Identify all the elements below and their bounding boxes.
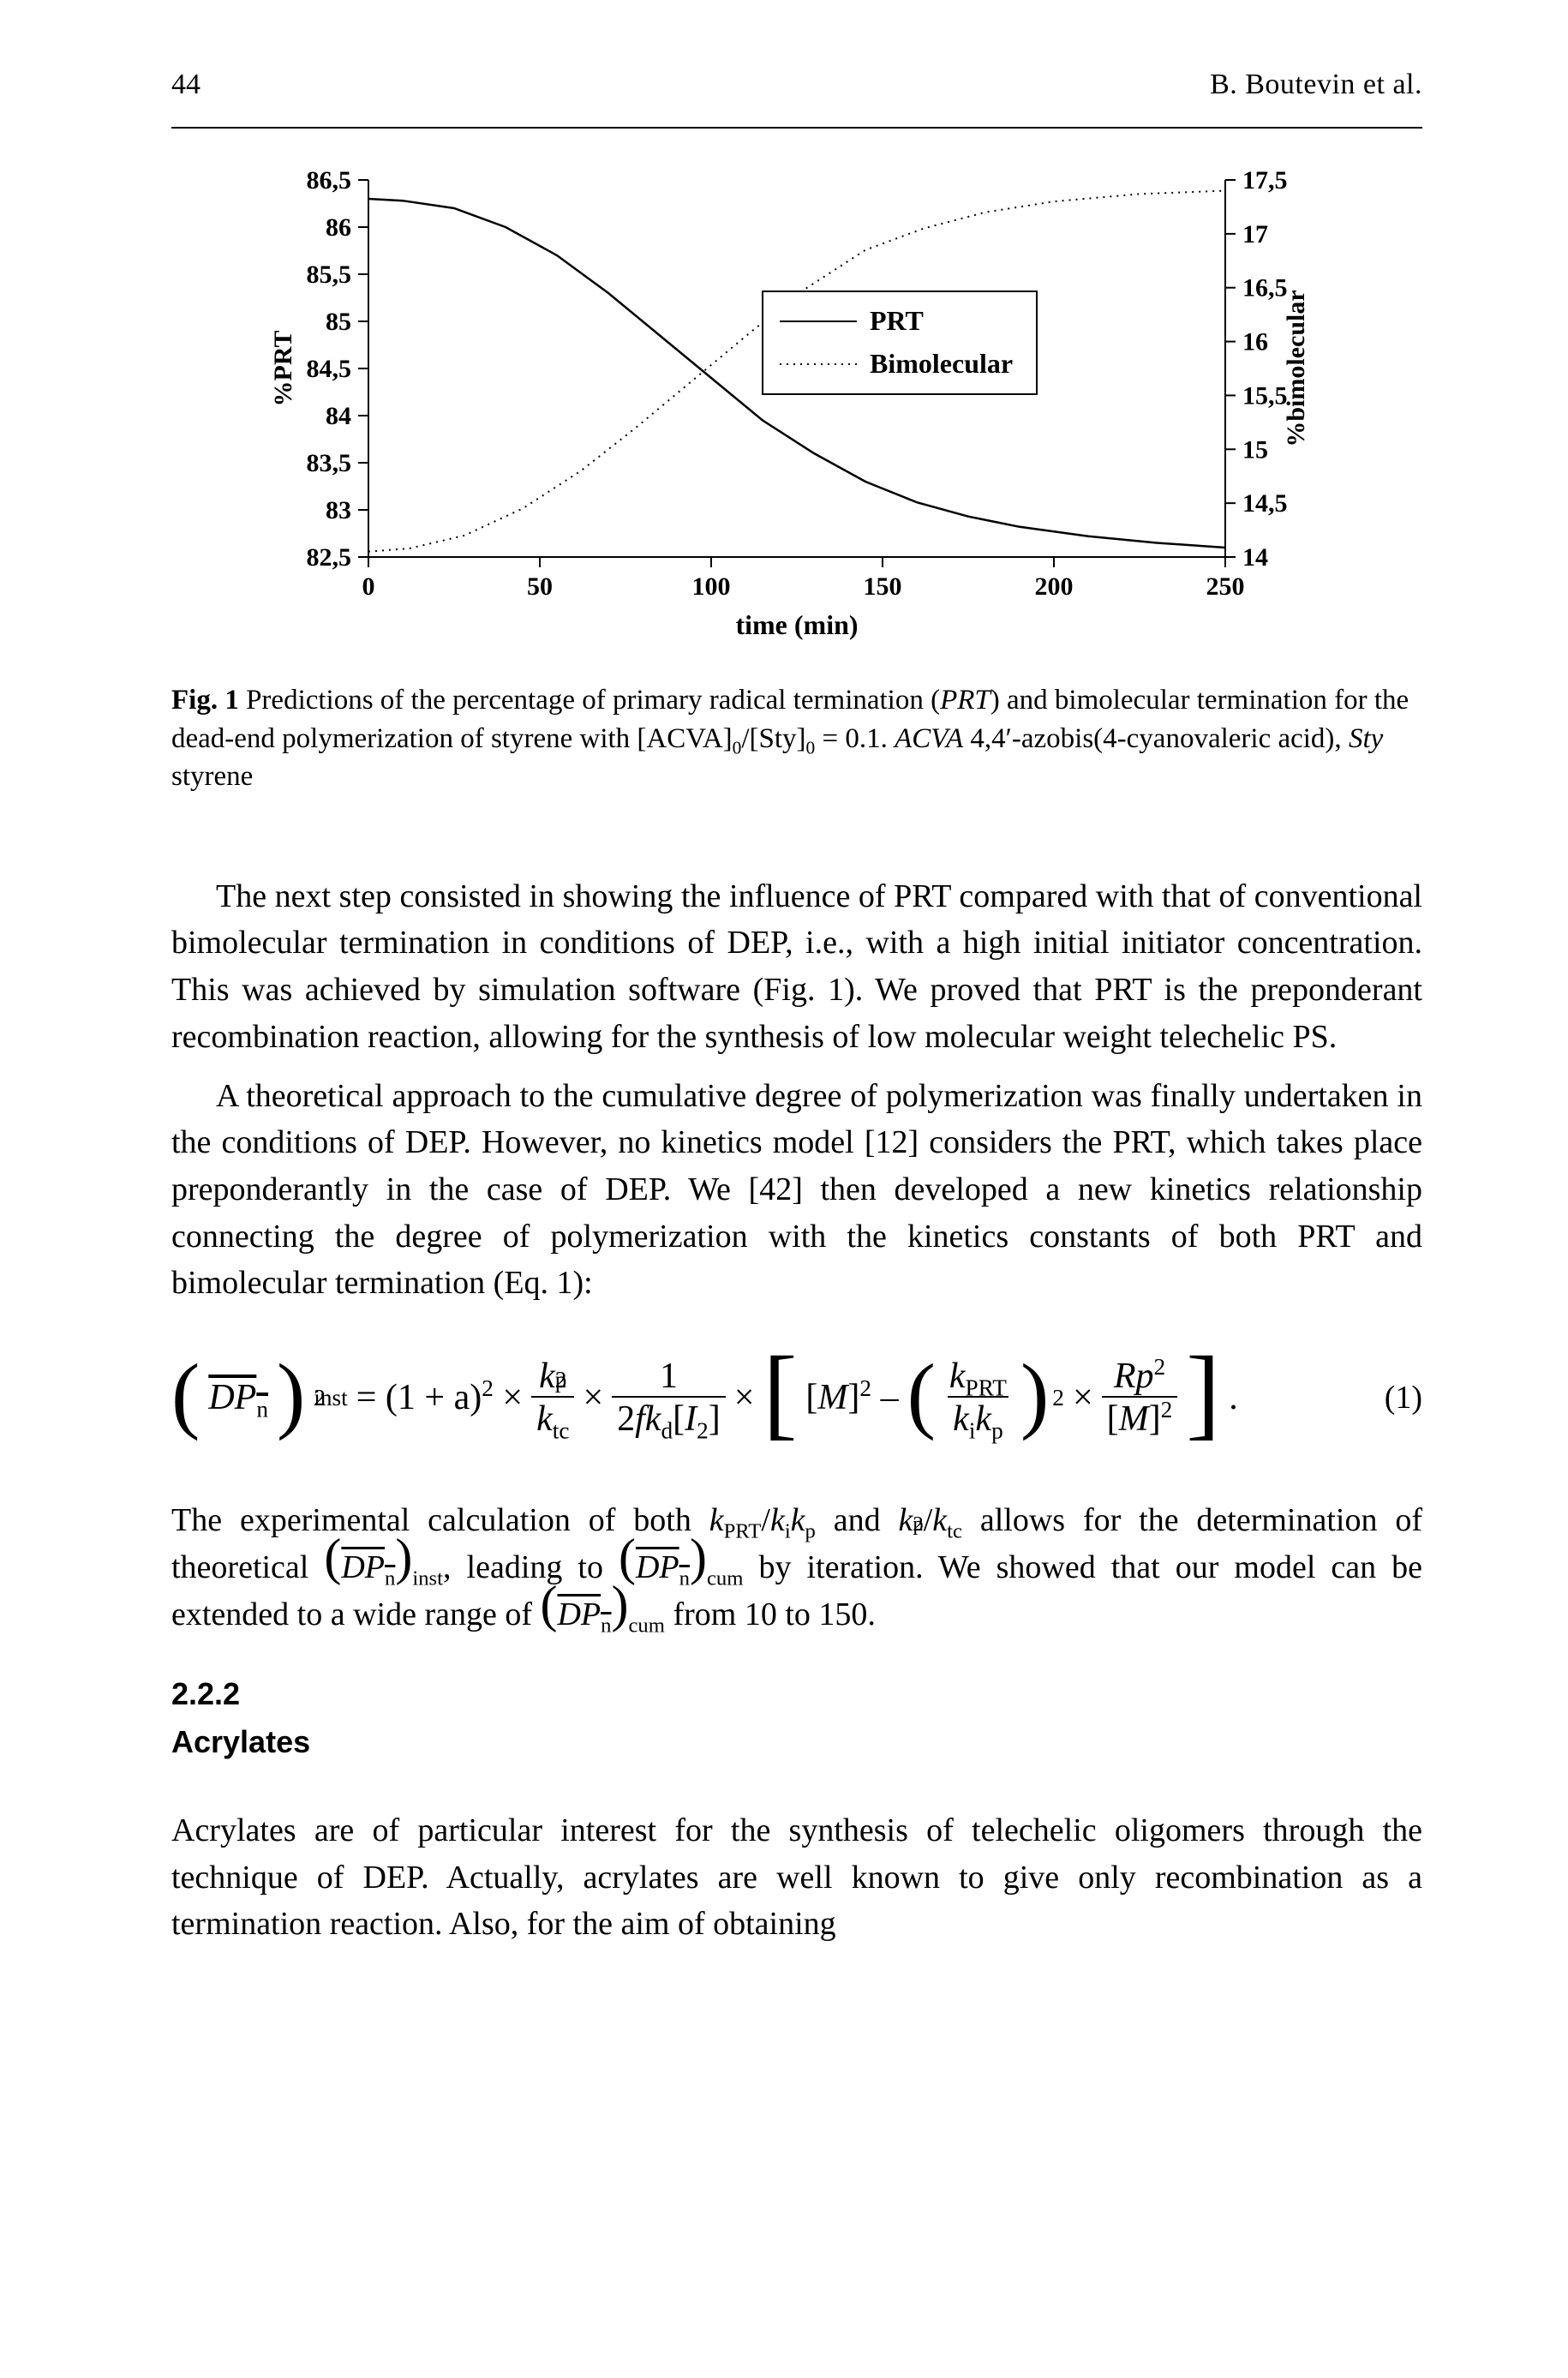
figure-1-chart: 82,5 83 83,5 84 84,5 85 85,5 86 86,5 14 14,5 15 15,5… xyxy=(266,163,1422,647)
svg-text:250: 250 xyxy=(1206,572,1245,601)
svg-text:14: 14 xyxy=(1242,543,1268,572)
svg-text:14,5: 14,5 xyxy=(1242,489,1288,518)
svg-text:%bimolecular: %bimolecular xyxy=(1282,290,1310,446)
svg-text:17,5: 17,5 xyxy=(1242,166,1288,195)
svg-text:16,5: 16,5 xyxy=(1242,274,1288,302)
svg-text:50: 50 xyxy=(527,572,553,601)
header-rule xyxy=(171,127,1422,129)
author-running: B. Boutevin et al. xyxy=(1210,69,1422,101)
paragraph-4: Acrylates are of particular interest for… xyxy=(171,1807,1422,1948)
running-header: 44 B. Boutevin et al. xyxy=(171,69,1422,101)
svg-text:Bimolecular: Bimolecular xyxy=(870,348,1013,379)
equation-number: (1) xyxy=(1385,1375,1422,1422)
svg-text:15: 15 xyxy=(1242,435,1268,464)
svg-text:86,5: 86,5 xyxy=(307,166,352,195)
section-number: 2.2.2 xyxy=(171,1672,1422,1716)
svg-text:0: 0 xyxy=(362,572,375,601)
svg-text:82,5: 82,5 xyxy=(307,543,352,572)
svg-text:86: 86 xyxy=(326,213,351,242)
svg-text:84,5: 84,5 xyxy=(307,355,352,383)
figure-caption: Fig. 1 Predictions of the percentage of … xyxy=(171,681,1422,796)
svg-text:%PRT: %PRT xyxy=(269,331,297,407)
svg-text:16: 16 xyxy=(1242,328,1268,356)
svg-text:83: 83 xyxy=(326,496,351,524)
svg-text:200: 200 xyxy=(1035,572,1074,601)
fig-label: Fig. 1 xyxy=(171,685,239,716)
svg-text:84: 84 xyxy=(326,402,351,430)
svg-text:85: 85 xyxy=(326,308,351,336)
section-title: Acrylates xyxy=(171,1720,1422,1764)
page-number: 44 xyxy=(171,69,200,101)
paragraph-3: The experimental calculation of both kPR… xyxy=(171,1497,1422,1638)
svg-text:100: 100 xyxy=(692,572,731,601)
chart-svg: 82,5 83 83,5 84 84,5 85 85,5 86 86,5 14 14,5 15 15,5… xyxy=(266,163,1311,643)
svg-text:150: 150 xyxy=(864,572,902,601)
svg-text:PRT: PRT xyxy=(870,305,924,336)
svg-text:time (min): time (min) xyxy=(735,609,858,640)
svg-text:85,5: 85,5 xyxy=(307,261,352,289)
svg-text:17: 17 xyxy=(1242,220,1268,249)
paragraph-2: A theoretical approach to the cumulative… xyxy=(171,1073,1422,1308)
equation-1: (DPn)2inst = (1 + a)2 × k2pktc × 12fkd[I… xyxy=(171,1358,1422,1437)
svg-text:15,5: 15,5 xyxy=(1242,381,1288,410)
svg-text:83,5: 83,5 xyxy=(307,449,352,477)
paragraph-1: The next step consisted in showing the i… xyxy=(171,873,1422,1061)
